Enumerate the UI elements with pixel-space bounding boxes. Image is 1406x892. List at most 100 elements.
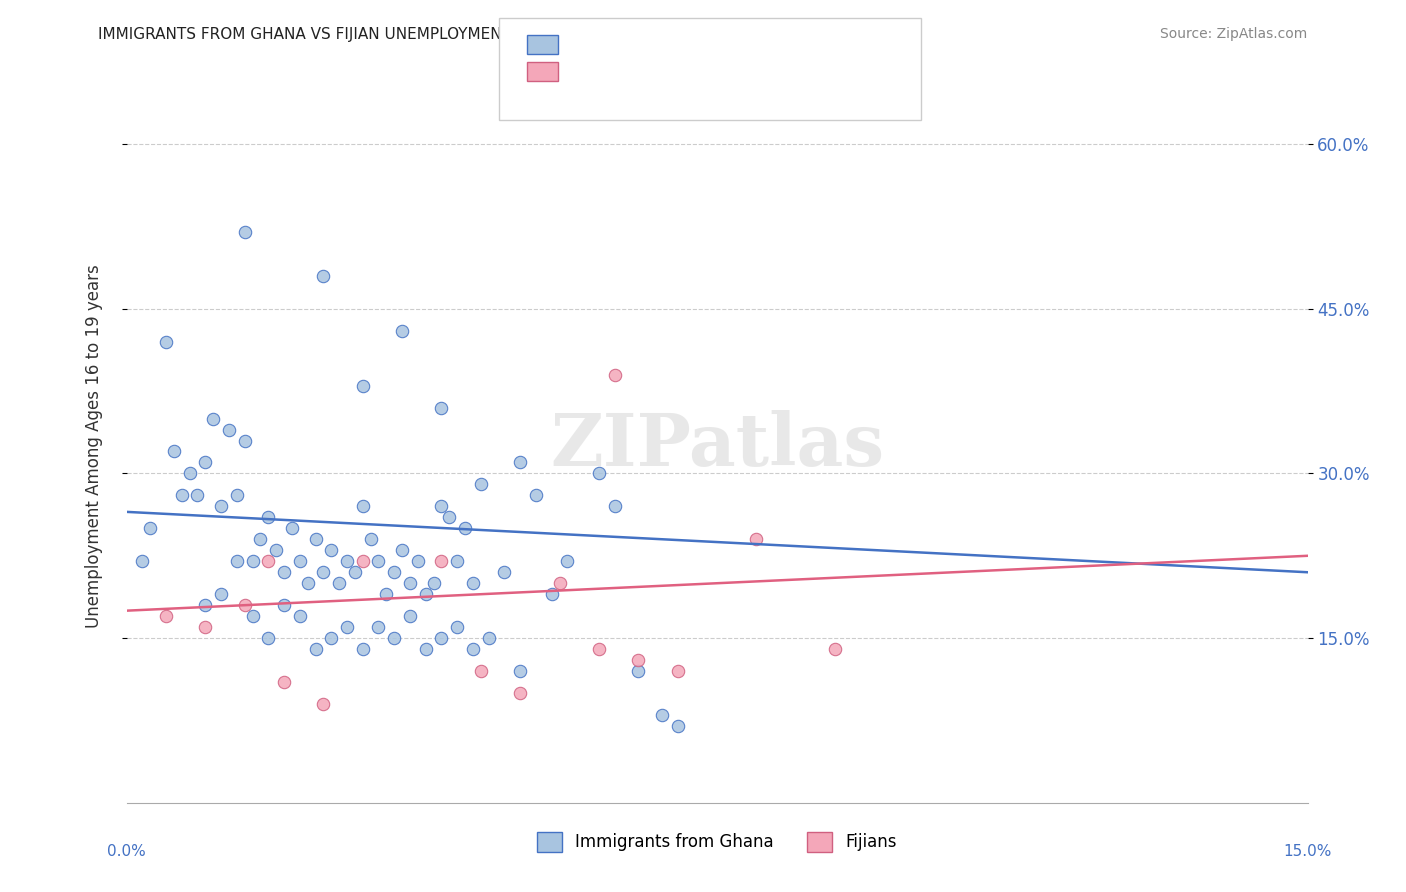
Point xyxy=(312,268,335,283)
Text: 79: 79 xyxy=(703,29,727,46)
Text: N =: N = xyxy=(675,52,711,70)
Point xyxy=(399,576,422,591)
Point xyxy=(163,444,186,458)
Text: N =: N = xyxy=(675,29,711,46)
Legend: Immigrants from Ghana, Fijians: Immigrants from Ghana, Fijians xyxy=(530,825,904,859)
Point xyxy=(352,642,374,657)
Text: R =: R = xyxy=(567,29,603,46)
Point xyxy=(461,576,484,591)
Point xyxy=(470,664,492,678)
Point xyxy=(194,598,217,612)
Point xyxy=(548,576,571,591)
Point xyxy=(588,467,610,481)
Text: IMMIGRANTS FROM GHANA VS FIJIAN UNEMPLOYMENT AMONG AGES 16 TO 19 YEARS CORRELATI: IMMIGRANTS FROM GHANA VS FIJIAN UNEMPLOY… xyxy=(98,27,921,42)
Point xyxy=(415,642,437,657)
Point xyxy=(233,598,256,612)
Point xyxy=(336,620,359,634)
Point xyxy=(194,455,217,469)
Point xyxy=(343,566,366,580)
Point xyxy=(430,500,453,514)
Point xyxy=(155,609,177,624)
Point xyxy=(406,554,429,568)
Point xyxy=(382,631,405,645)
Point xyxy=(264,543,287,558)
Point xyxy=(352,500,374,514)
Point xyxy=(509,455,531,469)
Point xyxy=(509,664,531,678)
Point xyxy=(273,675,295,690)
Point xyxy=(461,642,484,657)
Point xyxy=(131,554,153,568)
Point xyxy=(249,533,271,547)
Text: -0.069: -0.069 xyxy=(598,29,657,46)
Point xyxy=(666,664,689,678)
Point xyxy=(745,533,768,547)
Point xyxy=(328,576,350,591)
Point xyxy=(218,423,240,437)
Point xyxy=(304,642,326,657)
Text: Source: ZipAtlas.com: Source: ZipAtlas.com xyxy=(1160,27,1308,41)
Point xyxy=(588,642,610,657)
Point xyxy=(399,609,422,624)
Point xyxy=(209,587,232,601)
Point xyxy=(430,631,453,645)
Point xyxy=(179,467,201,481)
Y-axis label: Unemployment Among Ages 16 to 19 years: Unemployment Among Ages 16 to 19 years xyxy=(84,264,103,628)
Point xyxy=(336,554,359,568)
Point xyxy=(446,620,468,634)
Point xyxy=(627,653,650,667)
Point xyxy=(186,488,208,502)
Point xyxy=(557,554,579,568)
Point xyxy=(155,334,177,349)
Text: 0.0%: 0.0% xyxy=(107,845,146,859)
Point xyxy=(540,587,562,601)
Point xyxy=(439,510,461,524)
Point xyxy=(603,368,626,382)
Point xyxy=(288,554,311,568)
Point xyxy=(321,543,343,558)
Point xyxy=(202,411,225,425)
Text: 15.0%: 15.0% xyxy=(1284,845,1331,859)
Point xyxy=(233,225,256,239)
Point xyxy=(603,500,626,514)
Point xyxy=(257,631,280,645)
Point xyxy=(312,566,335,580)
Point xyxy=(352,554,374,568)
Point xyxy=(242,554,264,568)
Text: ZIPatlas: ZIPatlas xyxy=(550,410,884,482)
Point xyxy=(509,686,531,700)
Point xyxy=(382,566,405,580)
Point xyxy=(430,401,453,415)
Point xyxy=(225,488,247,502)
Point xyxy=(281,521,304,535)
Point xyxy=(415,587,437,601)
Point xyxy=(352,378,374,392)
Point xyxy=(242,609,264,624)
Text: 0.180: 0.180 xyxy=(598,52,650,70)
Point xyxy=(321,631,343,645)
Text: R =: R = xyxy=(567,52,603,70)
Point xyxy=(470,477,492,491)
Point xyxy=(666,719,689,733)
Point xyxy=(367,554,389,568)
Text: 17: 17 xyxy=(703,52,725,70)
Point xyxy=(627,664,650,678)
Point xyxy=(233,434,256,448)
Point xyxy=(391,324,413,338)
Point xyxy=(273,598,295,612)
Point xyxy=(257,510,280,524)
Point xyxy=(312,697,335,711)
Point xyxy=(494,566,516,580)
Point xyxy=(824,642,846,657)
Point xyxy=(170,488,193,502)
Point xyxy=(139,521,162,535)
Point xyxy=(391,543,413,558)
Point xyxy=(304,533,326,547)
Point xyxy=(375,587,398,601)
Point xyxy=(478,631,501,645)
Point xyxy=(430,554,453,568)
Point xyxy=(257,554,280,568)
Point xyxy=(194,620,217,634)
Point xyxy=(273,566,295,580)
Point xyxy=(360,533,382,547)
